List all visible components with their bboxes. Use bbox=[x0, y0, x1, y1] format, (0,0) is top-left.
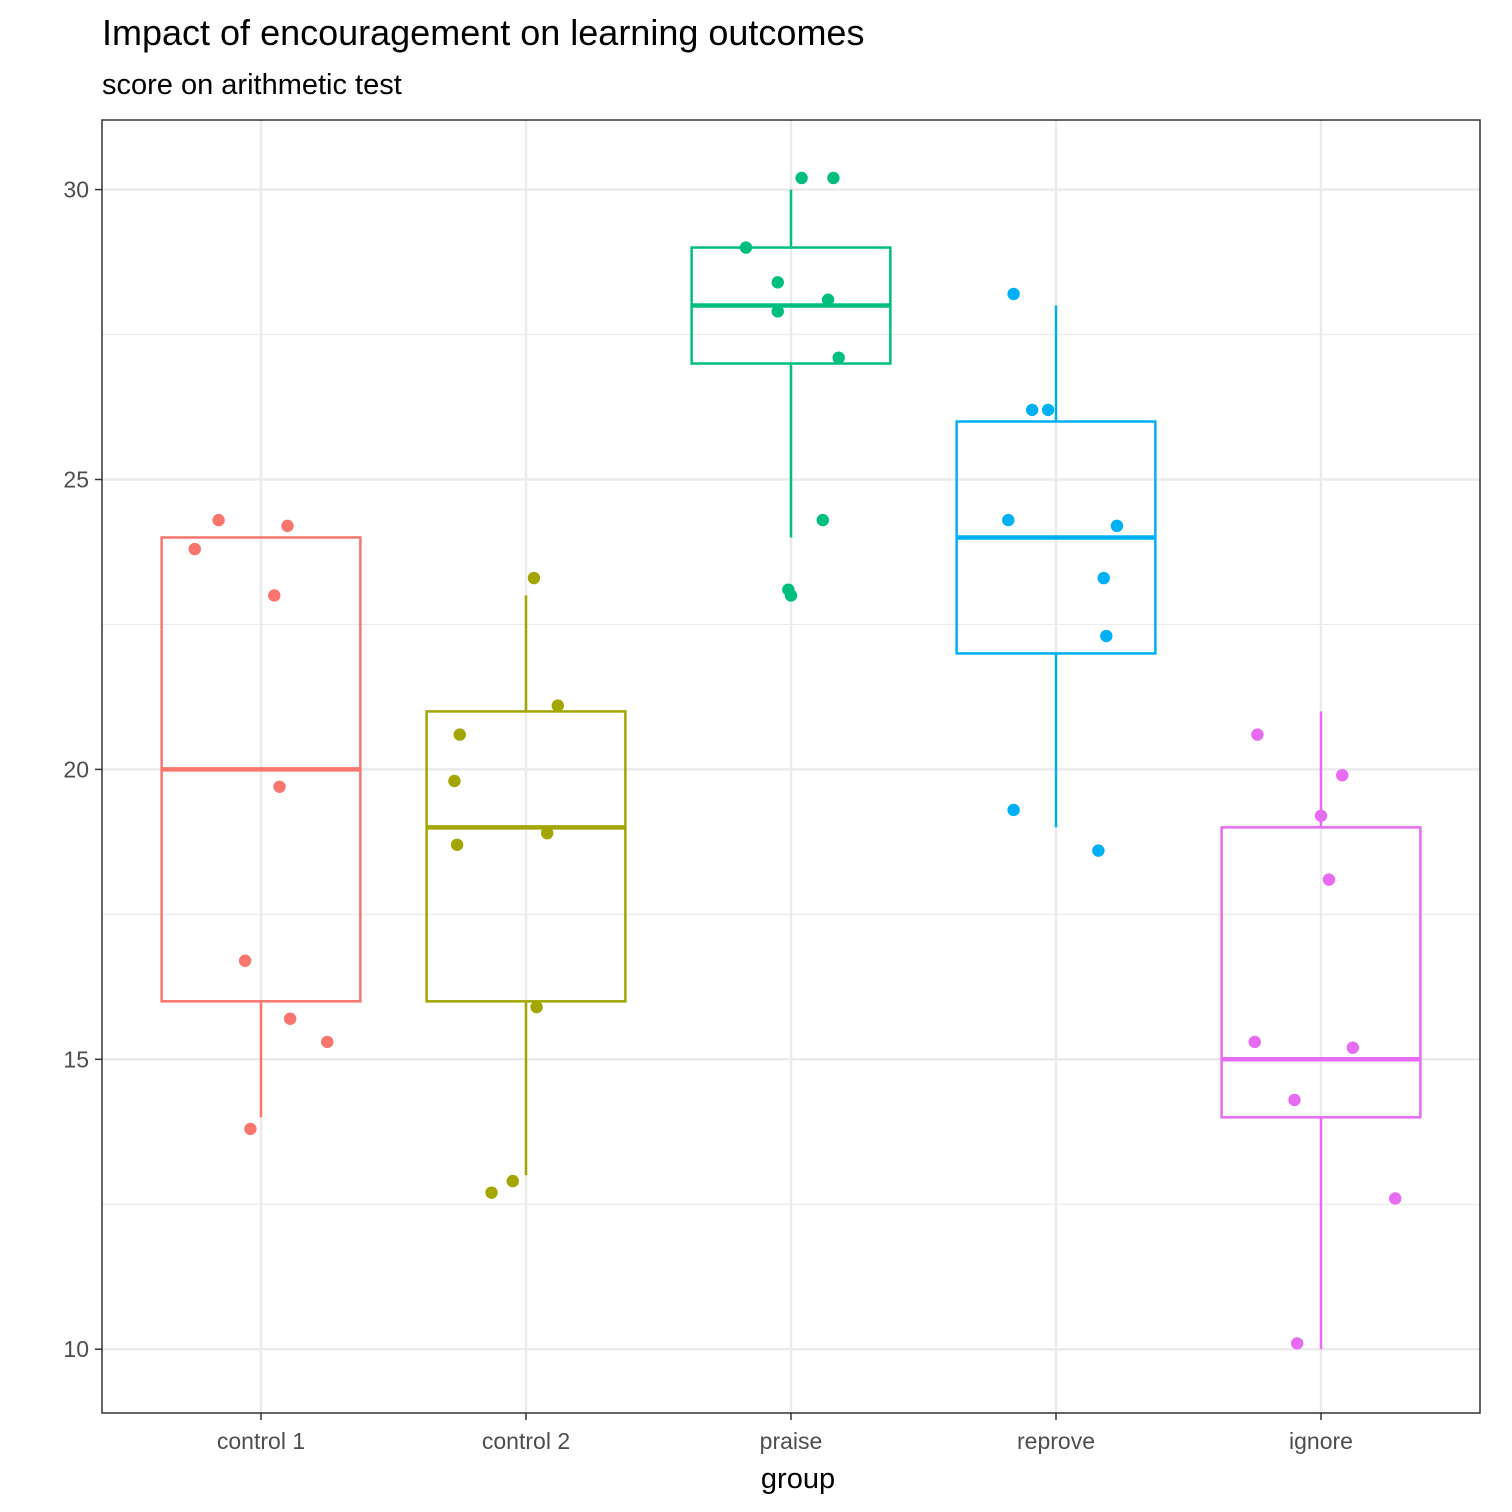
box-praise bbox=[690, 189, 892, 538]
data-point bbox=[321, 1035, 334, 1049]
data-point bbox=[784, 589, 798, 602]
data-point bbox=[1041, 403, 1055, 417]
box-control-2 bbox=[425, 595, 627, 1176]
grid bbox=[102, 120, 1480, 1413]
data-point bbox=[1100, 629, 1113, 643]
data-point bbox=[1002, 513, 1015, 527]
data-point bbox=[450, 838, 464, 851]
data-point bbox=[527, 571, 541, 585]
data-point bbox=[832, 351, 845, 364]
x-tick-label: praise bbox=[760, 1428, 823, 1454]
box-iqr bbox=[1220, 826, 1422, 1119]
data-point bbox=[283, 1012, 297, 1025]
y-tick-label: 15 bbox=[63, 1046, 89, 1072]
y-tick-label: 20 bbox=[63, 756, 89, 782]
data-point bbox=[1092, 844, 1105, 857]
data-point bbox=[212, 513, 225, 527]
data-point bbox=[244, 1122, 257, 1136]
data-point bbox=[771, 276, 784, 289]
data-point bbox=[1097, 571, 1110, 585]
data-point bbox=[827, 171, 840, 185]
data-point bbox=[1007, 287, 1020, 301]
data-point bbox=[281, 519, 294, 533]
box-reprove bbox=[955, 305, 1157, 828]
data-point bbox=[1314, 809, 1328, 822]
x-tick-label: reprove bbox=[1017, 1428, 1095, 1454]
data-point bbox=[453, 728, 466, 741]
data-point bbox=[1025, 403, 1039, 417]
y-tick-label: 30 bbox=[63, 177, 89, 203]
x-axis: control 1 control 2 praise reprove ignore bbox=[217, 1413, 1353, 1454]
chart-title: Impact of encouragement on learning outc… bbox=[102, 12, 864, 53]
x-tick-label: control 2 bbox=[482, 1428, 570, 1454]
data-point bbox=[273, 780, 286, 793]
box-ignore bbox=[1220, 711, 1422, 1350]
data-point bbox=[1248, 1035, 1261, 1049]
data-point bbox=[506, 1174, 519, 1188]
data-point bbox=[541, 826, 554, 840]
data-point bbox=[816, 513, 829, 527]
data-point bbox=[1110, 519, 1124, 533]
data-point bbox=[795, 171, 808, 185]
data-point bbox=[448, 774, 461, 788]
data-point bbox=[238, 954, 252, 967]
data-point bbox=[485, 1186, 498, 1199]
data-point bbox=[1251, 728, 1264, 741]
data-point bbox=[1336, 768, 1349, 782]
y-tick-label: 25 bbox=[63, 466, 89, 492]
data-point bbox=[1346, 1041, 1360, 1054]
data-point bbox=[551, 699, 564, 712]
data-point bbox=[739, 241, 753, 254]
box-plots bbox=[160, 189, 1422, 1350]
chart-subtitle: score on arithmetic test bbox=[102, 69, 402, 101]
x-axis-title: group bbox=[761, 1463, 835, 1495]
x-tick-label: ignore bbox=[1289, 1428, 1353, 1454]
data-point bbox=[771, 305, 784, 318]
box-iqr bbox=[425, 710, 627, 1003]
data-point bbox=[1389, 1192, 1402, 1205]
x-tick-label: control 1 bbox=[217, 1428, 305, 1454]
data-points bbox=[188, 171, 1402, 1350]
y-axis: 10 15 20 25 30 bbox=[63, 177, 102, 1362]
y-tick-label: 10 bbox=[63, 1336, 89, 1362]
data-point bbox=[530, 1000, 543, 1014]
data-point bbox=[1290, 1337, 1304, 1350]
data-point bbox=[1322, 873, 1336, 886]
data-point bbox=[268, 589, 281, 602]
data-point bbox=[821, 293, 835, 306]
data-point bbox=[188, 542, 201, 556]
box-control-1 bbox=[160, 536, 362, 1118]
data-point bbox=[1288, 1093, 1301, 1107]
data-point bbox=[1007, 803, 1020, 817]
